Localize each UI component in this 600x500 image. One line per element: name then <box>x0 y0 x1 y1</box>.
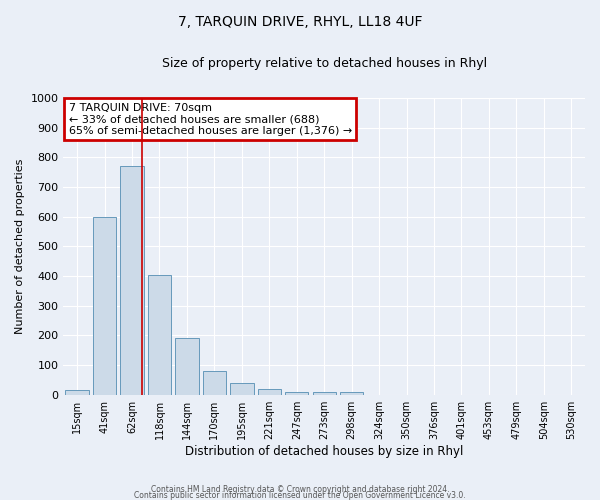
Bar <box>257 389 281 394</box>
Bar <box>340 392 364 394</box>
Text: 7 TARQUIN DRIVE: 70sqm
← 33% of detached houses are smaller (688)
65% of semi-de: 7 TARQUIN DRIVE: 70sqm ← 33% of detached… <box>68 102 352 136</box>
Title: Size of property relative to detached houses in Rhyl: Size of property relative to detached ho… <box>161 58 487 70</box>
Bar <box>313 392 336 394</box>
Bar <box>121 166 144 394</box>
Text: 7, TARQUIN DRIVE, RHYL, LL18 4UF: 7, TARQUIN DRIVE, RHYL, LL18 4UF <box>178 15 422 29</box>
Bar <box>93 216 116 394</box>
Bar <box>148 274 171 394</box>
X-axis label: Distribution of detached houses by size in Rhyl: Distribution of detached houses by size … <box>185 444 463 458</box>
Bar <box>65 390 89 394</box>
Text: Contains public sector information licensed under the Open Government Licence v3: Contains public sector information licen… <box>134 490 466 500</box>
Y-axis label: Number of detached properties: Number of detached properties <box>15 158 25 334</box>
Text: Contains HM Land Registry data © Crown copyright and database right 2024.: Contains HM Land Registry data © Crown c… <box>151 484 449 494</box>
Bar <box>230 383 254 394</box>
Bar <box>285 392 308 394</box>
Bar <box>203 371 226 394</box>
Bar <box>175 338 199 394</box>
